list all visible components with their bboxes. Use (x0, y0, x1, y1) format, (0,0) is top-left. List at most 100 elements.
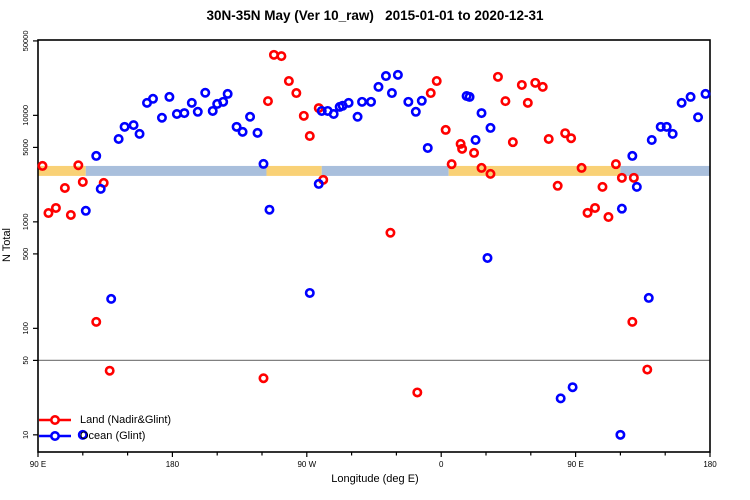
data-point-ocean (627, 150, 638, 161)
data-point-ocean (207, 105, 218, 116)
data-point-ocean (80, 205, 91, 216)
data-point-land (469, 147, 480, 158)
surface-band-ocean-segment (85, 165, 267, 176)
data-point-land (262, 96, 273, 107)
data-point-land (522, 97, 533, 108)
data-point-land (43, 208, 54, 219)
y-tick-label: 100 (21, 322, 30, 335)
y-tick-label: 10 (21, 431, 30, 439)
data-point-land (50, 202, 61, 213)
data-point-ocean (77, 429, 88, 440)
data-point-ocean (352, 111, 363, 122)
data-point-land (530, 77, 541, 88)
land-series-marker-icon (39, 414, 71, 426)
data-point-land (412, 387, 423, 398)
data-point-land (590, 202, 601, 213)
data-point-land (431, 76, 442, 87)
data-point-land (560, 128, 571, 139)
data-point-ocean (252, 127, 263, 138)
data-point-ocean (567, 382, 578, 393)
x-tick-label: 180 (166, 460, 180, 469)
data-point-ocean (616, 203, 627, 214)
x-tick-label: 0 (439, 460, 444, 469)
data-point-land (500, 96, 511, 107)
data-point-land (258, 373, 269, 384)
data-point-land (603, 212, 614, 223)
legend-circle (50, 430, 61, 442)
data-point-ocean (416, 95, 427, 106)
plot-border (37, 39, 711, 453)
data-point-ocean (482, 252, 493, 263)
surface-band-ocean-segment (321, 165, 449, 176)
y-tick-label: 50 (21, 356, 30, 364)
data-point-ocean (464, 91, 475, 102)
data-point-ocean (410, 106, 421, 117)
data-point-land (576, 162, 587, 173)
data-point-ocean (164, 91, 175, 102)
data-point-ocean (373, 81, 384, 92)
x-tick-label: 90 W (297, 460, 316, 469)
data-point-land (610, 159, 621, 170)
data-point-ocean (328, 108, 339, 119)
x-tick-label: 180 (703, 460, 717, 469)
data-point-ocean (470, 134, 481, 145)
legend-label-land: Land (Nadir&Glint) (80, 414, 172, 426)
data-point-ocean (128, 120, 139, 131)
chart-title: 30N-35N May (Ver 10_raw) 2015-01-01 to 2… (206, 8, 544, 23)
data-point-ocean (313, 178, 324, 189)
data-point-land (104, 365, 115, 376)
data-point-land (516, 79, 527, 90)
data-point-land (298, 110, 309, 121)
surface-band-land-segment (448, 165, 621, 176)
data-point-ocean (343, 97, 354, 108)
legend-item-land: Land (Nadir&Glint) (38, 412, 171, 428)
data-point-land (492, 71, 503, 82)
data-point-land (73, 160, 84, 171)
data-point-ocean (113, 133, 124, 144)
data-point-land (65, 209, 76, 220)
data-point-land (446, 159, 457, 170)
data-point-land (485, 168, 496, 179)
y-tick-label: 10000 (21, 105, 30, 126)
data-point-ocean (366, 96, 377, 107)
data-point-land (385, 227, 396, 238)
data-point-ocean (555, 393, 566, 404)
data-point-land (476, 162, 487, 173)
data-point-ocean (422, 142, 433, 153)
data-point-ocean (643, 292, 654, 303)
data-point-land (37, 160, 48, 171)
data-point-ocean (237, 126, 248, 137)
data-point-ocean (179, 108, 190, 119)
data-point-ocean (631, 181, 642, 192)
data-point-ocean (147, 93, 158, 104)
data-point-ocean (186, 97, 197, 108)
data-point-ocean (661, 121, 672, 132)
data-point-ocean (357, 96, 368, 107)
data-point-ocean (264, 204, 275, 215)
data-point-ocean (476, 108, 487, 119)
data-point-land (457, 143, 468, 154)
data-point-land (440, 124, 451, 135)
data-point-land (616, 172, 627, 183)
data-point-land (552, 180, 563, 191)
data-point-ocean (700, 88, 711, 99)
data-point-land (507, 137, 518, 148)
data-point-land (566, 133, 577, 144)
legend-label-ocean: Ocean (Glint) (80, 430, 146, 442)
data-point-ocean (134, 128, 145, 139)
data-point-land (276, 51, 287, 62)
data-point-ocean (156, 112, 167, 123)
data-point-land (291, 88, 302, 99)
x-tick-label: 90 E (567, 460, 583, 469)
y-tick-label: 5000 (21, 139, 30, 156)
surface-band-land-segment (266, 165, 322, 176)
data-point-ocean (655, 121, 666, 132)
data-point-land (77, 176, 88, 187)
surface-band-ocean-segment (620, 165, 710, 176)
data-point-land (455, 138, 466, 149)
data-point-land (597, 181, 608, 192)
data-point-land (582, 207, 593, 218)
legend-item-ocean: Ocean (Glint) (38, 428, 171, 444)
